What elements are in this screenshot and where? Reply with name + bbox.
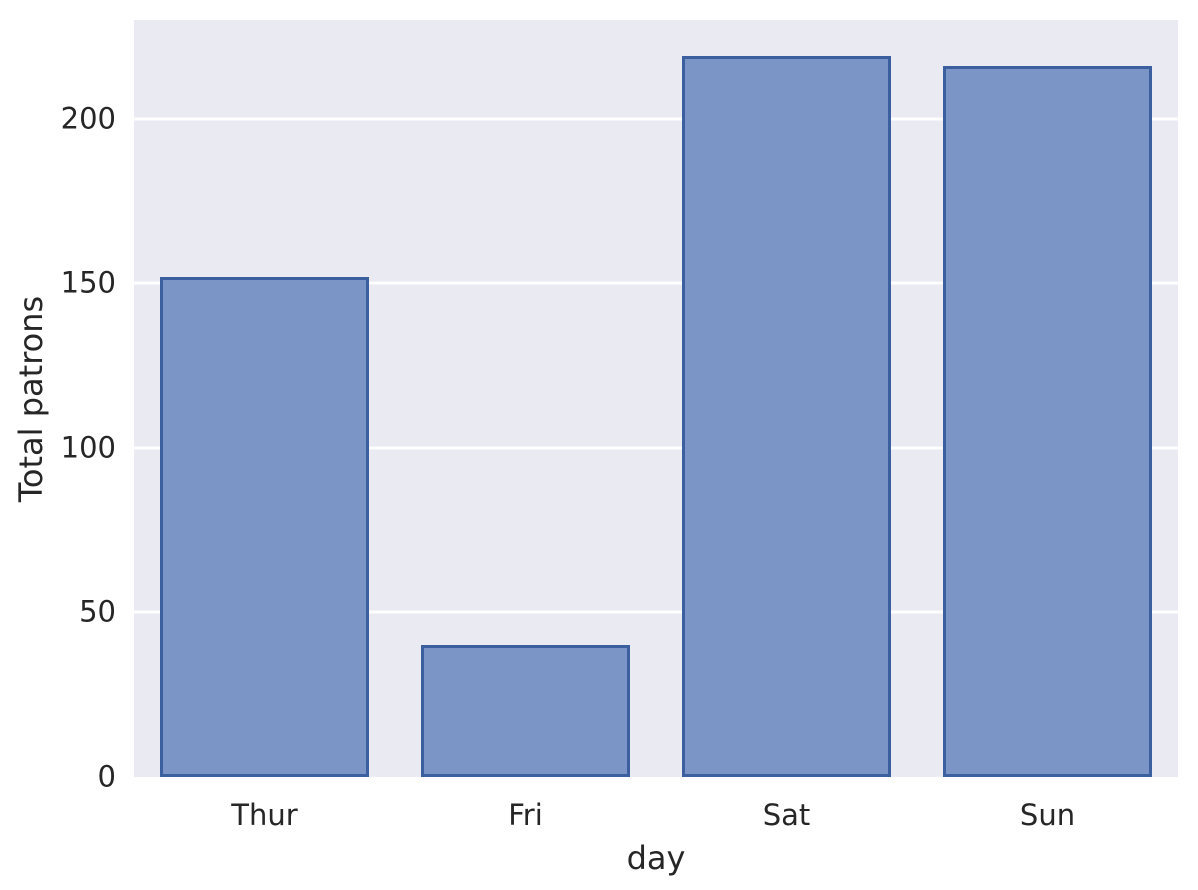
bar-thur	[160, 276, 369, 777]
y-tick-label-0: 0	[97, 759, 116, 794]
gridline-100	[134, 446, 1178, 450]
x-axis-label: day	[626, 839, 686, 877]
bar-sat	[682, 56, 891, 777]
y-axis-label: Total patrons	[12, 295, 50, 503]
gridline-200	[134, 117, 1178, 121]
y-tick-label-150: 150	[60, 265, 116, 300]
plot-area	[134, 20, 1178, 777]
gridline-50	[134, 610, 1178, 614]
y-tick-label-50: 50	[79, 594, 116, 629]
x-tick-label-thur: Thur	[231, 798, 298, 832]
x-tick-label-sun: Sun	[1019, 798, 1076, 832]
x-tick-label-sat: Sat	[762, 798, 811, 832]
y-tick-label-100: 100	[60, 430, 116, 465]
gridline-150	[134, 281, 1178, 285]
bar-sun	[943, 66, 1152, 777]
y-tick-label-200: 200	[60, 101, 116, 136]
x-tick-label-fri: Fri	[508, 798, 543, 832]
bar-fri	[421, 645, 630, 777]
